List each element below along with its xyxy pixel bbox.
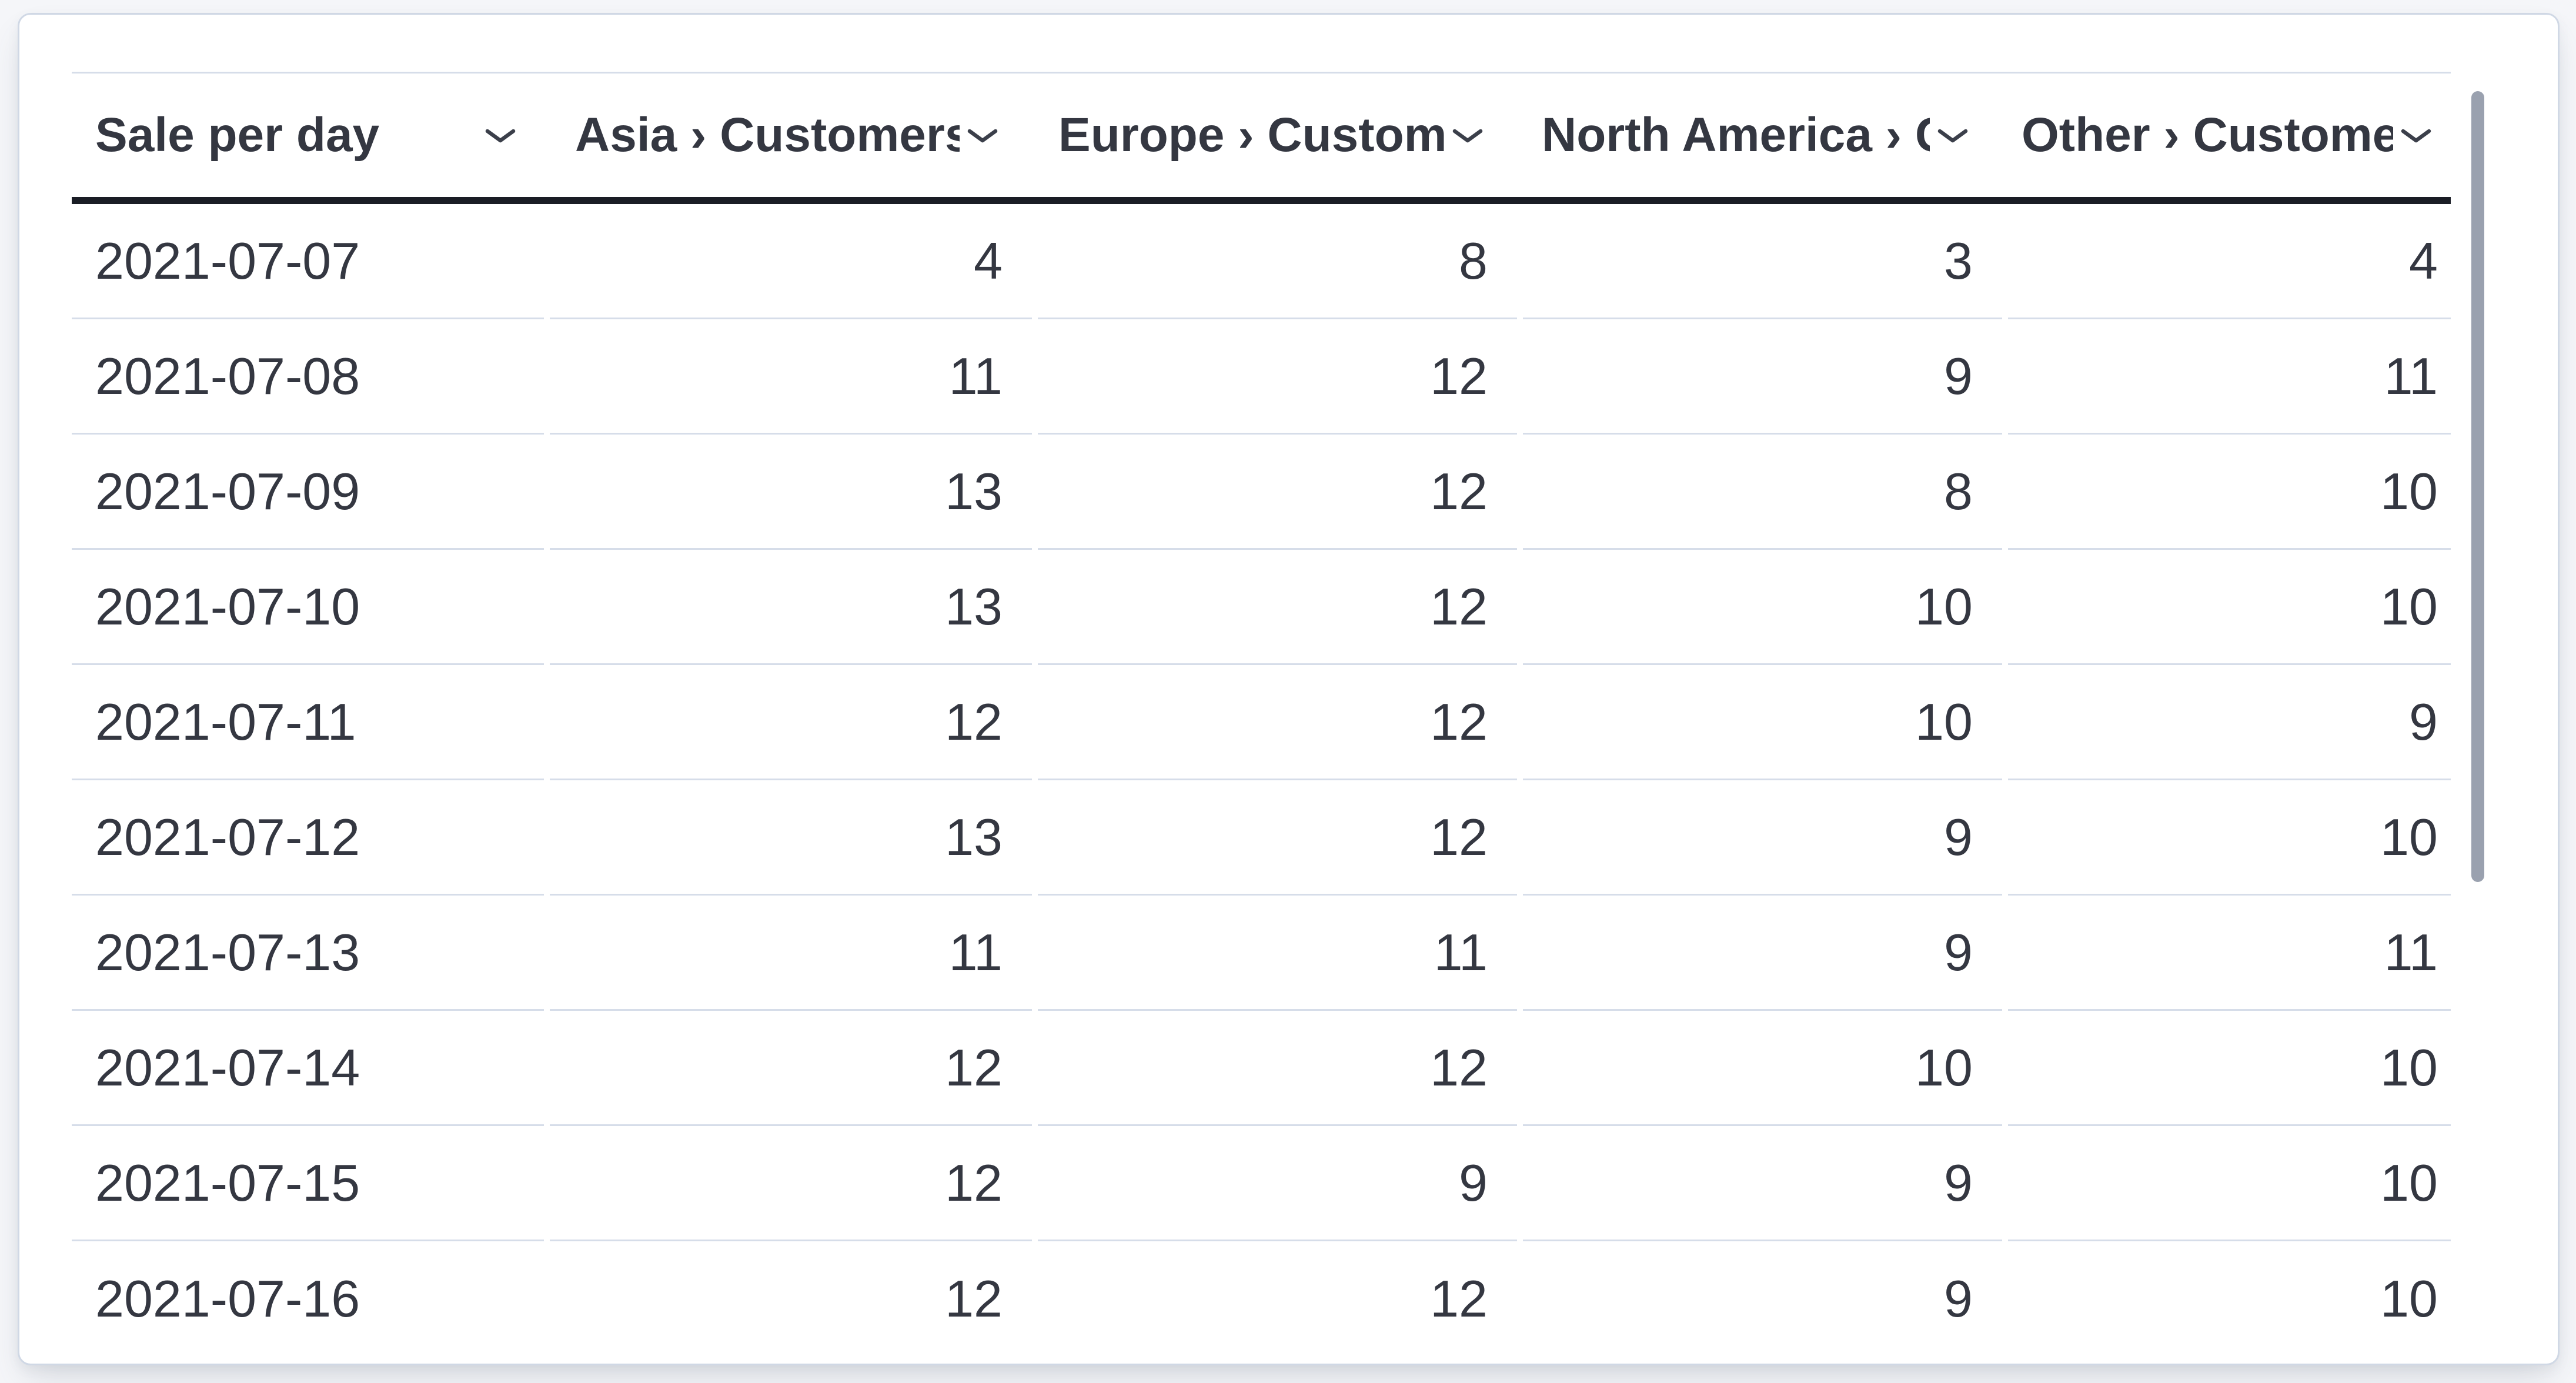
value-cell: 12 — [1038, 780, 1517, 896]
value-cell: 11 — [2008, 319, 2451, 435]
value-cell: 9 — [1523, 780, 2002, 896]
table-row: 2021-07-08 11 12 9 11 — [72, 319, 2451, 435]
date-cell: 2021-07-10 — [72, 550, 544, 665]
date-cell: 2021-07-16 — [95, 1270, 360, 1328]
chevron-down-icon[interactable] — [1936, 126, 1970, 144]
column-header-label: Europe › Customers — [1058, 108, 1445, 162]
data-grid-body: 2021-07-07 4 8 3 4 2021-07-08 11 12 9 11 2021-07-0… — [72, 204, 2451, 1357]
value-cell: 13 — [550, 550, 1032, 665]
value-cell: 10 — [2380, 1270, 2438, 1328]
date-cell: 2021-07-14 — [72, 1011, 544, 1126]
value-cell: 12 — [1430, 1270, 1488, 1328]
column-header-label: Asia › Customers — [575, 108, 960, 162]
table-panel: Sale per day Asia › Customers Europe › Cus… — [18, 13, 2560, 1365]
value-cell: 12 — [550, 1011, 1032, 1126]
date-cell: 2021-07-07 — [72, 204, 544, 319]
table-row: 2021-07-07 4 8 3 4 — [72, 204, 2451, 319]
value-cell: 13 — [550, 435, 1032, 550]
value-cell: 10 — [1523, 665, 2002, 780]
column-header-asia-customers[interactable]: Asia › Customers — [550, 74, 1032, 197]
value-cell: 4 — [550, 204, 1032, 319]
value-cell: 10 — [2008, 1011, 2451, 1126]
value-cell: 8 — [1523, 435, 2002, 550]
column-header-europe-customers[interactable]: Europe › Customers — [1038, 74, 1517, 197]
column-header-sale-per-day[interactable]: Sale per day — [72, 74, 544, 197]
chevron-down-icon[interactable] — [1451, 126, 1485, 144]
value-cell: 13 — [550, 780, 1032, 896]
value-cell: 10 — [1523, 550, 2002, 665]
table-row: 2021-07-16 12 12 9 10 — [72, 1241, 2451, 1357]
column-header-other-customers[interactable]: Other › Customers — [2008, 74, 2451, 197]
value-cell: 12 — [1038, 1011, 1517, 1126]
table-row: 2021-07-09 13 12 8 10 — [72, 435, 2451, 550]
value-cell: 12 — [1038, 550, 1517, 665]
value-cell: 10 — [2008, 780, 2451, 896]
value-cell: 8 — [1038, 204, 1517, 319]
value-cell: 9 — [1523, 896, 2002, 1011]
value-cell: 3 — [1523, 204, 2002, 319]
value-cell: 12 — [1038, 319, 1517, 435]
value-cell: 9 — [1038, 1126, 1517, 1241]
table-row: 2021-07-15 12 9 9 10 — [72, 1126, 2451, 1241]
value-cell: 12 — [550, 665, 1032, 780]
column-header-label: Other › Customers — [2022, 108, 2393, 162]
value-cell: 11 — [550, 896, 1032, 1011]
value-cell: 4 — [2008, 204, 2451, 319]
chevron-down-icon[interactable] — [965, 126, 1000, 144]
date-cell: 2021-07-15 — [72, 1126, 544, 1241]
data-grid-header: Sale per day Asia › Customers Europe › Cus… — [72, 74, 2451, 204]
date-cell: 2021-07-09 — [72, 435, 544, 550]
value-cell: 10 — [2008, 435, 2451, 550]
value-cell: 10 — [2008, 550, 2451, 665]
date-cell: 2021-07-12 — [72, 780, 544, 896]
table-row: 2021-07-13 11 11 9 11 — [72, 896, 2451, 1011]
table-row: 2021-07-10 13 12 10 10 — [72, 550, 2451, 665]
table-row: 2021-07-12 13 12 9 10 — [72, 780, 2451, 896]
column-header-label: North America › Customers — [1542, 108, 1930, 162]
value-cell: 11 — [1038, 896, 1517, 1011]
chevron-down-icon[interactable] — [2399, 126, 2433, 144]
value-cell: 12 — [550, 1126, 1032, 1241]
table-row: 2021-07-14 12 12 10 10 — [72, 1011, 2451, 1126]
date-cell: 2021-07-08 — [72, 319, 544, 435]
value-cell: 11 — [550, 319, 1032, 435]
value-cell: 12 — [1038, 435, 1517, 550]
data-grid: Sale per day Asia › Customers Europe › Cus… — [72, 72, 2451, 1364]
value-cell: 9 — [1944, 1270, 1973, 1328]
value-cell: 12 — [945, 1270, 1003, 1328]
table-row: 2021-07-11 12 12 10 9 — [72, 665, 2451, 780]
value-cell: 9 — [1523, 319, 2002, 435]
value-cell: 12 — [1038, 665, 1517, 780]
value-cell: 9 — [1523, 1126, 2002, 1241]
column-header-north-america-customers[interactable]: North America › Customers — [1523, 74, 2002, 197]
column-header-label: Sale per day — [95, 108, 380, 162]
value-cell: 9 — [2008, 665, 2451, 780]
vertical-scrollbar-thumb[interactable] — [2471, 91, 2484, 882]
chevron-down-icon[interactable] — [483, 126, 517, 144]
value-cell: 10 — [1523, 1011, 2002, 1126]
value-cell: 11 — [2008, 896, 2451, 1011]
value-cell: 10 — [2008, 1126, 2451, 1241]
date-cell: 2021-07-13 — [72, 896, 544, 1011]
date-cell: 2021-07-11 — [72, 665, 544, 780]
